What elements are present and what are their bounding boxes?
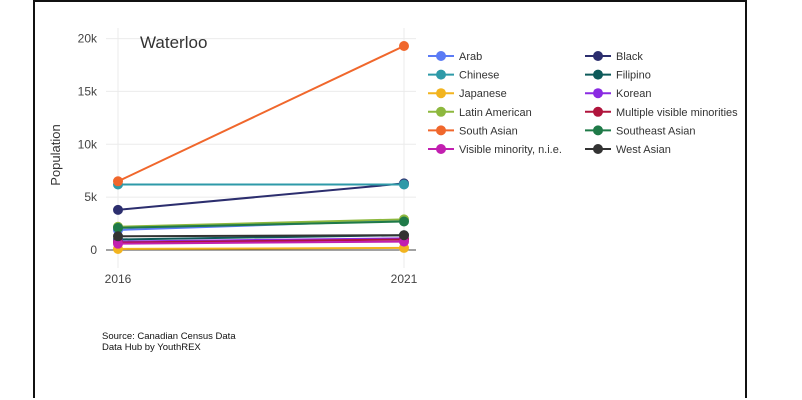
series-group <box>113 40 409 254</box>
y-axis-label: Population <box>48 124 63 185</box>
legend-marker-arab <box>436 51 446 61</box>
legend-label-visible-minority-n-i-e: Visible minority, n.i.e. <box>459 144 562 156</box>
legend-marker-latin-american <box>436 106 446 117</box>
series-line-south-asian <box>117 45 405 183</box>
legend-label-arab: Arab <box>459 51 482 63</box>
legend-label-latin-american: Latin American <box>459 107 532 119</box>
grid <box>106 28 416 268</box>
series-line-multiple-visible-minorities <box>117 238 405 244</box>
data-point-southeast-asian <box>113 222 123 233</box>
data-point-southeast-asian <box>399 216 409 227</box>
chart-frame <box>33 0 747 398</box>
legend-marker-korean <box>593 88 603 99</box>
source-line-1: Source: Canadian Census Data <box>102 331 236 342</box>
series-line-visible-minority-n-i-e <box>117 240 405 245</box>
data-point-visible-minority-n-i-e <box>113 238 123 249</box>
data-point-west-asian <box>399 230 409 241</box>
data-point-south-asian <box>113 176 123 187</box>
y-tick-label: 5k <box>84 190 98 204</box>
series-line-west-asian <box>117 234 405 238</box>
y-tick-label: 20k <box>78 32 98 46</box>
chart-title: Waterloo <box>140 33 207 52</box>
data-point-west-asian <box>113 231 123 242</box>
series-line-latin-american <box>117 218 405 228</box>
legend-label-multiple-visible-minorities: Multiple visible minorities <box>616 107 738 119</box>
x-tick-label: 2021 <box>391 272 418 286</box>
x-axis-ticks: 2016 2021 <box>105 272 418 286</box>
x-tick-label: 2016 <box>105 272 132 286</box>
legend-marker-west-asian <box>593 144 603 154</box>
legend-label-south-asian: South Asian <box>459 125 518 137</box>
legend-label-japanese: Japanese <box>459 88 507 100</box>
legend-marker-filipino <box>593 69 603 80</box>
legend-label-black: Black <box>616 51 643 63</box>
legend-marker-southeast-asian <box>593 125 603 136</box>
legend-marker-japanese <box>436 88 446 99</box>
source-note: Source: Canadian Census Data Data Hub by… <box>102 331 236 353</box>
legend-label-korean: Korean <box>616 88 651 100</box>
legend-label-west-asian: West Asian <box>616 144 671 156</box>
data-point-south-asian <box>399 40 409 51</box>
legend-marker-visible-minority-n-i-e <box>436 144 446 154</box>
legend-label-southeast-asian: Southeast Asian <box>616 125 696 137</box>
legend-marker-chinese <box>436 69 446 80</box>
series-line-southeast-asian <box>117 220 405 229</box>
legend-label-filipino: Filipino <box>616 70 651 82</box>
y-tick-label: 0 <box>90 243 97 257</box>
series-line-japanese <box>117 246 405 250</box>
y-tick-label: 10k <box>78 137 98 151</box>
legend-marker-black <box>593 51 603 61</box>
legend-marker-south-asian <box>436 125 446 136</box>
data-point-black <box>113 204 123 215</box>
legend: Arab Black Chinese Filipino Japanese Korean La… <box>428 51 738 156</box>
series-line-black <box>117 182 405 211</box>
source-line-2: Data Hub by YouthREX <box>102 342 201 353</box>
legend-marker-multiple-visible-minorities <box>593 106 603 117</box>
y-tick-label: 15k <box>78 84 98 98</box>
y-axis-ticks: 0 5k 10k 15k 20k <box>78 32 98 257</box>
legend-label-chinese: Chinese <box>459 70 499 82</box>
data-point-chinese <box>399 179 409 190</box>
series-line-korean <box>117 237 405 243</box>
